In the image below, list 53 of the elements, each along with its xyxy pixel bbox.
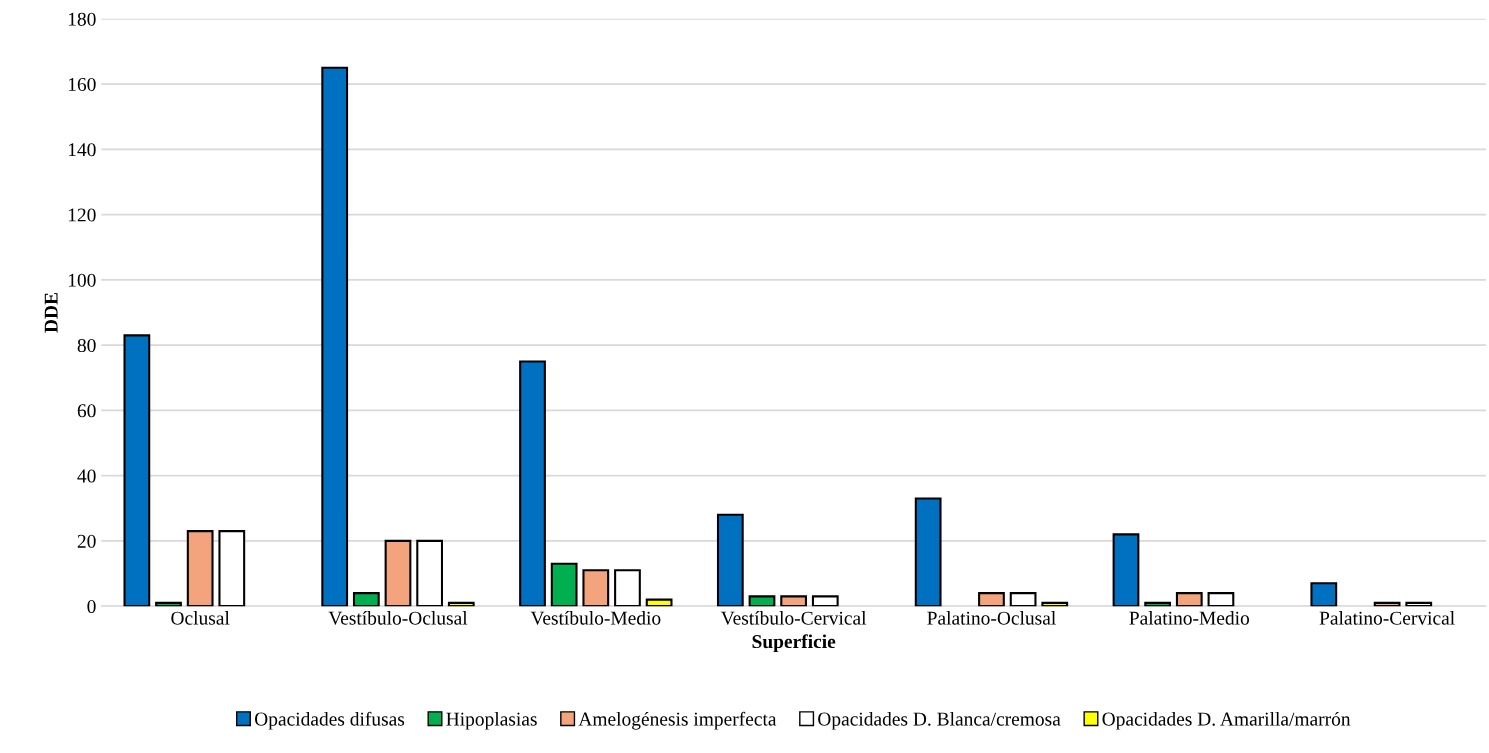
bar bbox=[748, 595, 776, 607]
bar bbox=[123, 334, 151, 607]
bar bbox=[447, 601, 475, 607]
y-tick-label: 120 bbox=[68, 208, 96, 222]
y-tick-label: 0 bbox=[87, 599, 96, 614]
bar bbox=[1144, 601, 1172, 607]
bar bbox=[321, 66, 349, 607]
bar bbox=[519, 360, 546, 607]
y-tick-label: 40 bbox=[77, 469, 96, 483]
y-tick-label: 60 bbox=[77, 404, 96, 418]
bar bbox=[1175, 592, 1203, 607]
x-tick-label: Palatino-Cervical bbox=[1319, 611, 1455, 625]
legend-label: Opacidades difusas bbox=[254, 711, 405, 730]
bar bbox=[780, 595, 808, 607]
bar bbox=[978, 592, 1005, 607]
bar bbox=[1041, 601, 1069, 607]
x-tick-label: Vestíbulo-Medio bbox=[530, 611, 661, 625]
y-tick-label: 140 bbox=[68, 143, 96, 157]
x-tick-label: Oclusal bbox=[171, 611, 230, 625]
bar bbox=[155, 601, 182, 607]
legend-label: Amelogénesis imperfecta bbox=[578, 711, 777, 730]
bar bbox=[352, 592, 380, 607]
bar bbox=[384, 539, 412, 607]
x-tick-label: Vestíbulo-Oclusal bbox=[328, 611, 468, 625]
x-tick-label: Palatino-Medio bbox=[1129, 611, 1250, 625]
bar bbox=[550, 562, 578, 607]
bar bbox=[1112, 533, 1140, 607]
bar bbox=[1310, 582, 1338, 607]
bar bbox=[1009, 592, 1037, 607]
bar bbox=[582, 569, 610, 607]
y-tick-label: 180 bbox=[68, 12, 96, 26]
y-tick-label: 160 bbox=[68, 77, 96, 92]
bar bbox=[218, 530, 246, 607]
x-tick-label: Palatino-Oclusal bbox=[927, 611, 1056, 625]
bar bbox=[716, 513, 744, 607]
bar bbox=[1405, 601, 1433, 607]
bar bbox=[186, 530, 214, 607]
bar bbox=[1207, 592, 1235, 607]
bar bbox=[614, 569, 641, 607]
legend-label: Opacidades D. Blanca/cremosa bbox=[818, 711, 1061, 730]
y-tick-label: 20 bbox=[77, 534, 96, 548]
y-tick-label: 80 bbox=[77, 338, 96, 353]
bar bbox=[914, 497, 942, 607]
y-axis-title: DDE bbox=[44, 292, 58, 333]
y-tick-label: 100 bbox=[68, 273, 96, 287]
bar bbox=[1373, 601, 1401, 607]
legend-label: Hipoplasias bbox=[446, 711, 537, 730]
legend-label: Opacidades D. Amarilla/marrón bbox=[1102, 711, 1351, 730]
x-axis-title: Superficie bbox=[752, 634, 836, 653]
bar bbox=[811, 595, 839, 607]
bar bbox=[645, 598, 673, 607]
x-tick-label: Vestíbulo-Cervical bbox=[720, 611, 867, 625]
bar bbox=[416, 539, 444, 607]
